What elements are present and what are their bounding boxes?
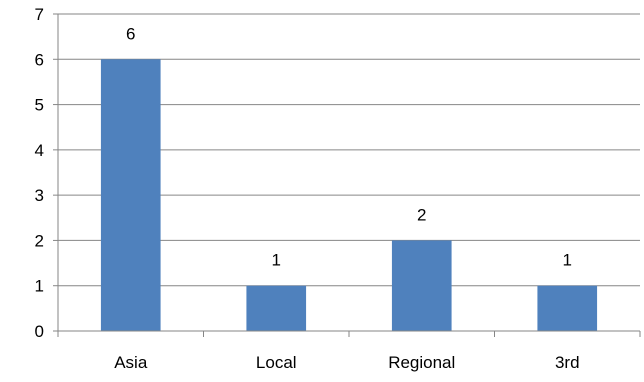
- axes: [53, 13, 641, 337]
- y-tick-label: 1: [35, 277, 44, 296]
- bar-3rd: [537, 285, 598, 331]
- data-label: 6: [126, 24, 135, 43]
- bar-asia: [100, 59, 161, 332]
- bar-local: [246, 285, 307, 331]
- y-tick-label: 2: [35, 231, 44, 250]
- x-tick-label: 3rd: [555, 353, 580, 372]
- x-tick-label: Local: [256, 353, 297, 372]
- y-tick-label: 3: [35, 186, 44, 205]
- y-tick-label: 7: [35, 5, 44, 24]
- x-tick-label: Asia: [114, 353, 148, 372]
- y-tick-label: 4: [35, 141, 44, 160]
- bars: [100, 59, 598, 332]
- y-tick-label: 0: [35, 322, 44, 341]
- data-label: 1: [563, 251, 572, 270]
- bar-regional: [391, 240, 452, 331]
- data-label: 2: [417, 205, 426, 224]
- y-tick-label: 5: [35, 96, 44, 115]
- data-label: 1: [272, 251, 281, 270]
- x-tick-label: Regional: [388, 353, 455, 372]
- labels: 0 1 2 3 4 5 6 7 6 Asia 1 Local 2 Regional 1 3rd: [35, 5, 580, 372]
- y-tick-label: 6: [35, 50, 44, 69]
